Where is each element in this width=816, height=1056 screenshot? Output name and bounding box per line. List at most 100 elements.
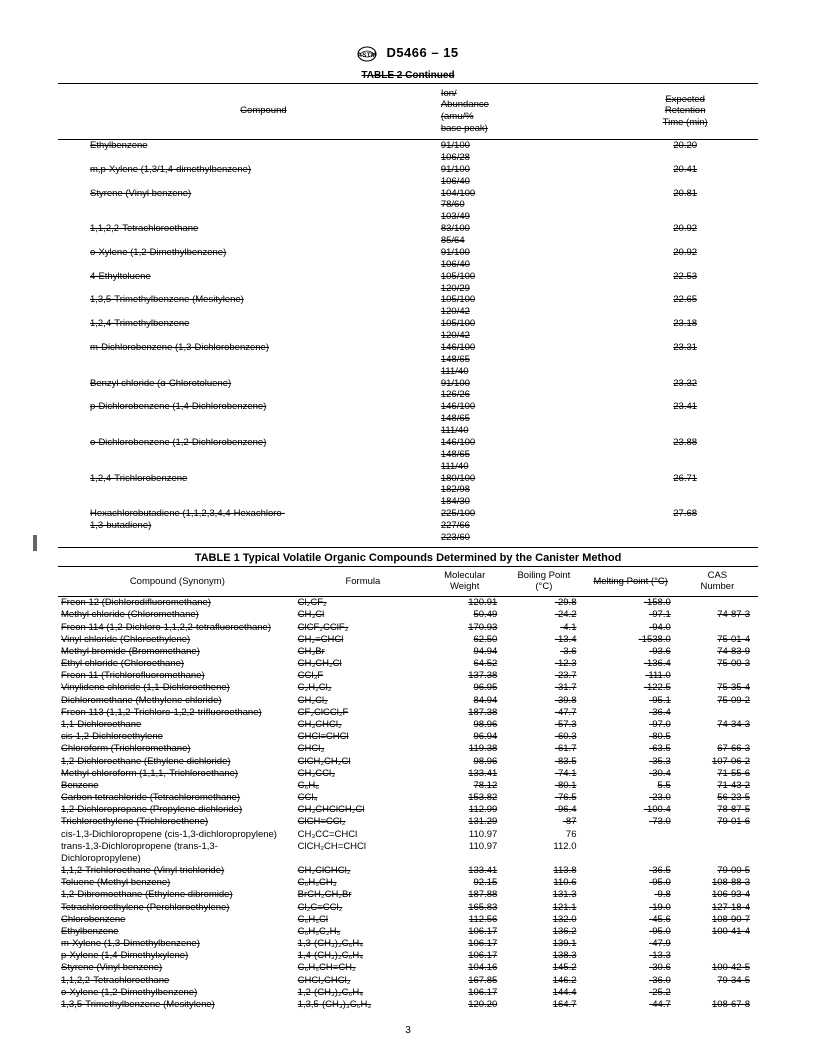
melting-point: -36.5 [649,865,671,876]
page-number: 3 [0,1025,816,1036]
table2-row: 111/40 [58,425,758,437]
table1-row: Styrene (Vinyl benzene)C₆H₅CH=CH₂104.161… [58,962,758,974]
cas-number: 108-88-3 [712,877,750,888]
compound-name: Styrene (Vinyl benzene) [90,188,191,199]
table2-row: 148/65 [58,449,758,461]
molecular-weight: 137.38 [468,670,497,681]
cas-number: 79-01-6 [717,816,750,827]
ion-value: 106/40 [441,176,470,187]
melting-point: -35.3 [649,756,671,767]
cas-number: 56-23-5 [717,792,750,803]
table1-row: Freon 113 (1,1,2-Trichloro-1,2,2-trifluo… [58,707,758,719]
melting-point: -73.0 [649,816,671,827]
melting-point: -97.0 [649,719,671,730]
table1-caption: TABLE 1 Typical Volatile Organic Compoun… [58,552,758,564]
compound-synonym: 1,1,2-Trichloroethane (Vinyl trichloride… [61,865,224,876]
formula: BrCH₂CH₂Br [298,889,352,900]
compound-synonym: Freon 113 (1,1,2-Trichloro-1,2,2-trifluo… [61,707,262,718]
ion-value: 120/29 [441,283,470,294]
boiling-point: 132.0 [553,914,577,925]
formula: CH₂=CHCl [298,634,344,645]
melting-point: -13.3 [649,950,671,961]
table1-row: BenzeneC₆H₆78.12-80.15.571-43-2 [58,780,758,792]
table2-row: m,p-Xylene (1,3/1,4-dimethylbenzene) 91/1… [58,164,758,176]
compound-synonym: trans-1,3-Dichloropropene (trans-1,3- [61,841,218,852]
compound-synonym: Ethylbenzene [61,926,119,937]
boiling-point: -80.1 [555,780,577,791]
table1-row-cont: Dichloropropylene) [58,853,758,865]
boiling-point: 112.0 [553,841,576,852]
table2-row: 1,2,4-Trimethylbenzene105/10023.18 [58,318,758,330]
astm-logo: ASTM [357,46,377,62]
ion-value: 91/100 [441,378,470,389]
compound-synonym: cis-1,3-Dichloropropene (cis-1,3-dichlor… [61,829,277,840]
formula: C₆H₅CH=CH₂ [298,962,356,973]
ion-value: 120/42 [441,306,470,317]
molecular-weight: 62.50 [473,634,497,645]
compound-synonym: Trichloroethylene (Trichloroethene) [61,816,208,827]
table2-row: 120/42 [58,330,758,342]
melting-point: -63.5 [649,743,671,754]
molecular-weight: 187.88 [468,889,497,900]
compound-name: 1,2,4-Trichlorobenzene [90,473,187,484]
table2-row: 4-Ethyltoluene105/10022.53 [58,271,758,283]
col-bp: Boiling Point(°C) [517,570,570,593]
boiling-point: 138.3 [553,950,577,961]
compound-name: p-Dichlorobenzene (1,4-Dichlorobenzene) [90,401,266,412]
formula: C₆H₅C₂H₅ [298,926,341,937]
ion-value: 120/42 [441,330,470,341]
cas-number: 127-18-4 [712,902,750,913]
boiling-point: 139.1 [553,938,577,949]
molecular-weight: 120.20 [468,999,497,1010]
table1-row: 1,1-DichloroethaneCH₃CHCl₂98.96-57.3-97.… [58,719,758,731]
compound-synonym: 1,1-Dichloroethane [61,719,141,730]
formula: ClCH₂CH=CHCl [298,841,366,852]
molecular-weight: 167.85 [468,975,497,986]
table1-row: p-Xylene (1,4-Dimethylxylene)1,4-(CH₃)₂C… [58,950,758,962]
formula: CH₃CHCl₂ [298,719,342,730]
table1-row: cis-1,3-Dichloropropene (cis-1,3-dichlor… [58,828,758,840]
molecular-weight: 50.49 [473,609,497,620]
ion-value: 148/65 [441,354,470,365]
formula: CH₃Cl [298,609,325,620]
retention-time: 26.71 [673,473,697,484]
table2-header-row: Compound Ion/Abundance(amu/%base peak) E… [58,83,758,140]
table1-row: Trichloroethylene (Trichloroethene)ClCH=… [58,816,758,828]
col-mp: Melting Point (°C) [593,576,668,587]
compound-name: m,p-Xylene (1,3/1,4-dimethylbenzene) [90,164,251,175]
melting-point: -111.0 [645,670,671,681]
cas-number: 74-83-9 [717,646,750,657]
cas-number: 71-43-2 [717,780,750,791]
table1-row: 1,3,5-Trimethylbenzene (Mesitylene)1,3,5… [58,999,758,1011]
table2-row: 182/98 [58,484,758,496]
boiling-point: -74.1 [555,768,577,779]
retention-time: 23.18 [673,318,697,329]
molecular-weight: 84.94 [473,695,497,706]
boiling-point: -3.6 [560,646,576,657]
formula: 1,2-(CH₃)₂C₆H₄ [298,987,363,998]
melting-point: -97.1 [649,609,671,620]
table1-row: 1,2-Dibromoethane (Ethylene dibromide)Br… [58,889,758,901]
molecular-weight: 133.41 [468,768,497,779]
ion-value: 146/100 [441,342,475,353]
boiling-point: 76 [566,829,577,840]
ion-value: 146/100 [441,401,475,412]
ion-value: 111/40 [441,461,469,472]
molecular-weight: 131.29 [468,816,497,827]
ion-value: 184/30 [441,496,470,507]
melting-point: -44.7 [649,999,671,1010]
table1-row: Carbon tetrachloride (Tetrachloromethane… [58,792,758,804]
col-form: Formula [345,576,380,587]
boiling-point: -31.7 [555,682,577,693]
melting-point: -30.6 [649,962,671,973]
table1-row: Vinyl chloride (Chloroethylene)CH₂=CHCl6… [58,633,758,645]
compound-synonym: Tetrachloroethylene (Perchloroethylene) [61,902,229,913]
molecular-weight: 104.16 [468,962,497,973]
ion-value: 91/100 [441,164,470,175]
table2-caption: TABLE 2 Continued [58,70,758,81]
col-mw: MolecularWeight [444,570,485,593]
table2-row: 85/64 [58,235,758,247]
retention-time: 20.92 [673,247,697,258]
col-ion: Ion/Abundance(amu/%base peak) [441,88,489,135]
molecular-weight: 92.15 [473,877,497,888]
